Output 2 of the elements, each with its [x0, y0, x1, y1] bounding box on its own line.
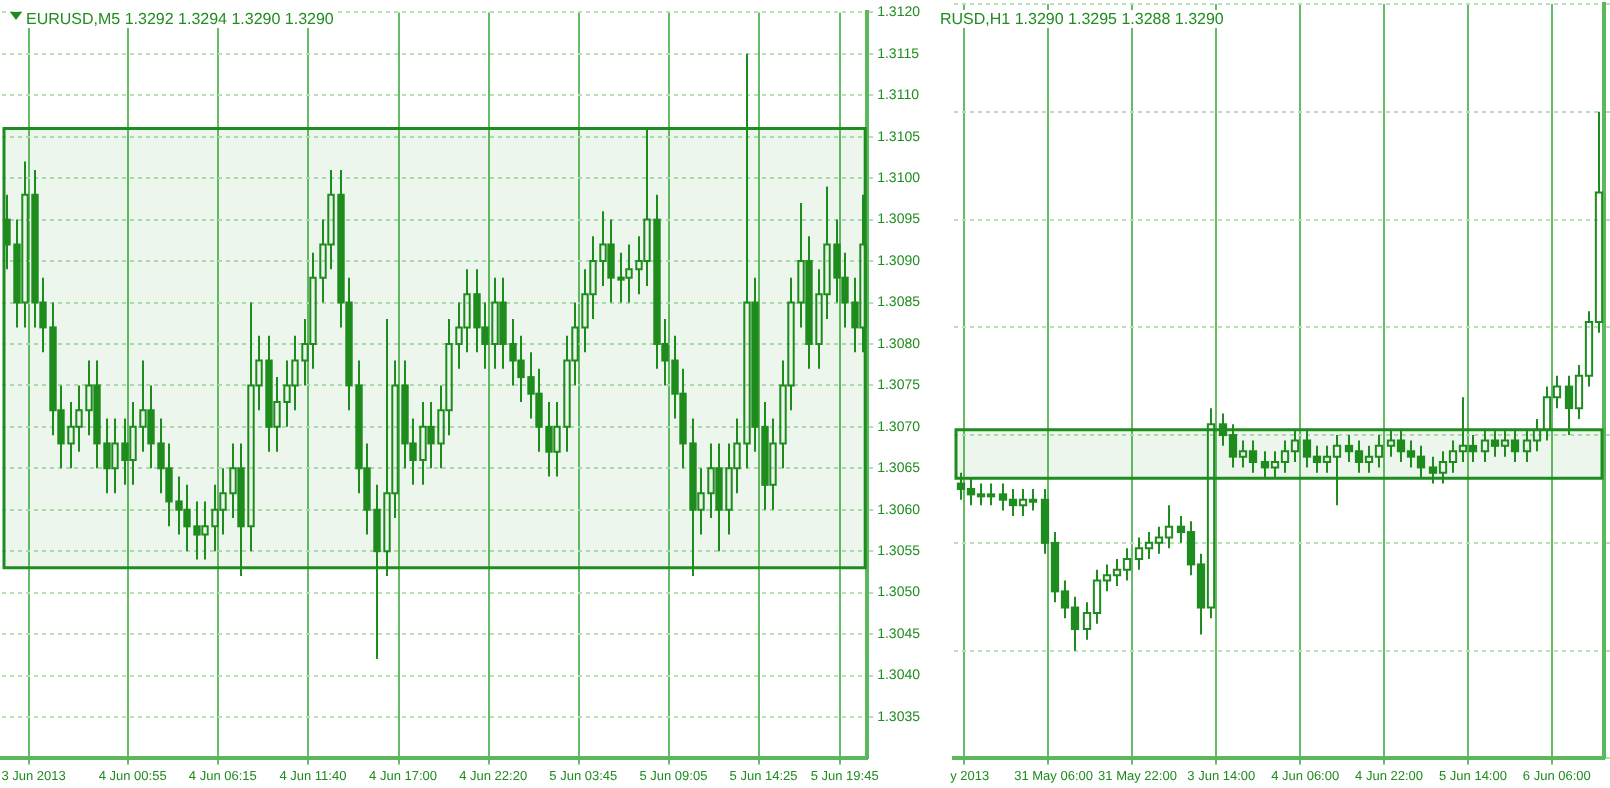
chart-title: EURUSD,M5 1.3292 1.3294 1.3290 1.3290 [24, 10, 336, 28]
chart-title: RUSD,H1 1.3290 1.3295 1.3288 1.3290 [938, 10, 1226, 28]
